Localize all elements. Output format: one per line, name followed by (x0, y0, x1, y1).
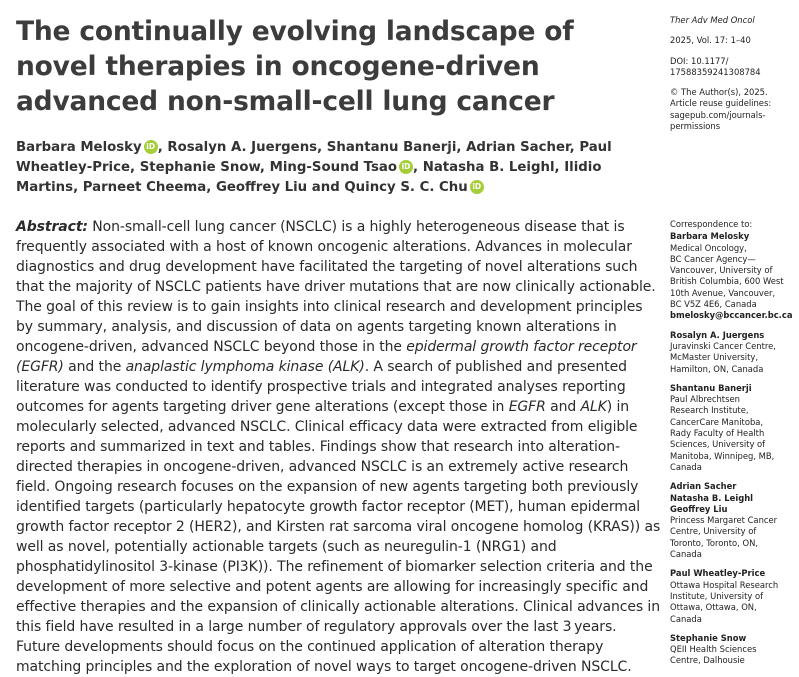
affiliation-line: Canada (670, 549, 702, 560)
affiliation-line: CancerCare Manitoba, (670, 416, 764, 427)
affiliation-author: Adrian Sacher (670, 481, 737, 492)
affiliation-line: Ottawa Hospital Research (670, 579, 779, 590)
abstract-emphasis: epidermal growth factor receptor (EGFR) (16, 339, 637, 375)
reuse-link[interactable]: sagepub.com/journals- (670, 109, 766, 120)
orcid-icon[interactable]: iD (143, 140, 158, 154)
abstract-text: and the (63, 359, 126, 375)
abstract-emphasis: ALK (580, 399, 607, 415)
abstract-emphasis: EGFR (508, 399, 546, 415)
orcid-icon[interactable]: iD (399, 160, 414, 174)
affiliation-line: Centre, University of (670, 526, 757, 537)
doi-label: DOI: 10.1177/ (670, 55, 729, 66)
affiliation-line: Manitoba, Winnipeg, MB, (670, 450, 775, 461)
correspondence-panel: Correspondence to: Barbara Melosky Medica… (670, 219, 795, 675)
author-name: Rosalyn A. Juergens (167, 140, 318, 155)
affiliation-block: Shantanu Banerji Paul Albrechtsen Research… (670, 383, 795, 473)
author-name: Adrian Sacher (466, 140, 570, 155)
affiliation-line: Juravinski Cancer Centre, (670, 340, 776, 351)
abstract-emphasis: anaplastic lymphoma kinase (ALK) (125, 359, 365, 375)
volume-info: 2025, Vol. 17: 1–40 (670, 35, 751, 46)
affiliation-line: Canada (670, 613, 702, 624)
affiliation-author: Natasha B. Leighl (670, 492, 754, 503)
affiliation-line: BC Cancer Agency— (670, 253, 756, 264)
affiliation-line: Hamilton, ON, Canada (670, 363, 764, 374)
affiliation-line: British Columbia, 600 West (670, 276, 784, 287)
correspondence-label: Correspondence to: (670, 219, 753, 229)
orcid-icon[interactable]: iD (469, 180, 484, 194)
author-name: Ilidio Martins (16, 160, 602, 195)
affiliation-line: Toronto, Toronto, ON, (670, 537, 758, 548)
affiliation-author: Stephanie Snow (670, 632, 747, 643)
affiliation-block: Paul Wheatley-Price Ottawa Hospital Resea… (670, 568, 795, 624)
affiliation-line: Paul Albrechtsen (670, 394, 740, 405)
author-name: Stephanie Snow (139, 160, 260, 175)
affiliation-author: Barbara Melosky (670, 231, 750, 242)
reuse-link-cont[interactable]: permissions (670, 121, 721, 132)
affiliation-line: Medical Oncology, (670, 242, 747, 253)
affiliation-line: Rady Faculty of Health (670, 428, 765, 439)
affiliation-author: Paul Wheatley-Price (670, 568, 766, 579)
author-name: Barbara Melosky (16, 140, 142, 155)
affiliation-line: 10th Avenue, Vancouver, (670, 287, 776, 298)
author-name: Geoffrey Liu (215, 180, 308, 195)
author-name: Paul Wheatley-Price (16, 140, 612, 175)
author-name: Shantanu Banerji (326, 140, 457, 155)
journal-name: Ther Adv Med Oncol (670, 15, 755, 25)
reuse-label: Article reuse guidelines: (670, 98, 772, 109)
affiliation-author: Shantanu Banerji (670, 382, 752, 393)
abstract-label: Abstract: (16, 219, 88, 235)
affiliation-block: Stephanie Snow QEII Health Sciences Centre… (670, 633, 795, 667)
affiliation-author: Geoffrey Liu (670, 503, 728, 514)
correspondence-blocks: Barbara Melosky Medical Oncology, BC Cance… (670, 231, 795, 666)
journal-info: Ther Adv Med Oncol 2025, Vol. 17: 1–40 D… (670, 15, 795, 132)
affiliation-line: McMaster University, (670, 352, 759, 363)
affiliation-block: Barbara Melosky Medical Oncology, BC Cance… (670, 231, 795, 321)
author-name: Quincy S. C. Chu (344, 180, 468, 195)
affiliation-line: BC V5Z 4E6, Canada (670, 299, 757, 310)
author-name: Ming-Sound Tsao (269, 160, 398, 175)
correspondence-email[interactable]: bmelosky@bccancer.bc.ca (670, 310, 793, 321)
abstract-text: and (545, 399, 581, 415)
copyright: © The Author(s), 2025. (670, 87, 768, 98)
affiliation-author: Rosalyn A. Juergens (670, 329, 765, 340)
author-name: Natasha B. Leighl (422, 160, 555, 175)
author-name: Parneet Cheema (82, 180, 207, 195)
affiliation-line: Sciences, University of (670, 439, 766, 450)
article-title: The continually evolving landscape of no… (16, 16, 574, 117)
abstract-text: ) in molecularly selected, advanced NSCL… (16, 399, 661, 675)
abstract-text: Non-small-cell lung cancer (NSCLC) is a … (16, 219, 656, 355)
affiliation-line: Ottawa, Ottawa, ON, (670, 602, 757, 613)
affiliation-line: Research Institute, (670, 405, 749, 416)
affiliation-line: QEII Health Sciences (670, 644, 757, 655)
affiliation-line: Canada (670, 461, 702, 472)
abstract: Abstract: Non-small-cell lung cancer (NS… (16, 217, 661, 677)
doi-value[interactable]: 17588359241308784 (670, 66, 761, 77)
affiliation-block: Adrian Sacher Natasha B. Leighl Geoffrey L… (670, 481, 795, 560)
affiliation-line: Princess Margaret Cancer (670, 515, 778, 526)
affiliation-line: Institute, University of (670, 590, 764, 601)
affiliation-line: Vancouver, University of (670, 265, 773, 276)
author-list: Barbara Melosky iD, Rosalyn A. Juergens, … (16, 140, 612, 195)
abstract-text: . A search of published and presented li… (16, 359, 627, 415)
affiliation-line: Centre, Dalhousie (670, 655, 745, 666)
affiliation-block: Rosalyn A. Juergens Juravinski Cancer Cen… (670, 330, 795, 375)
